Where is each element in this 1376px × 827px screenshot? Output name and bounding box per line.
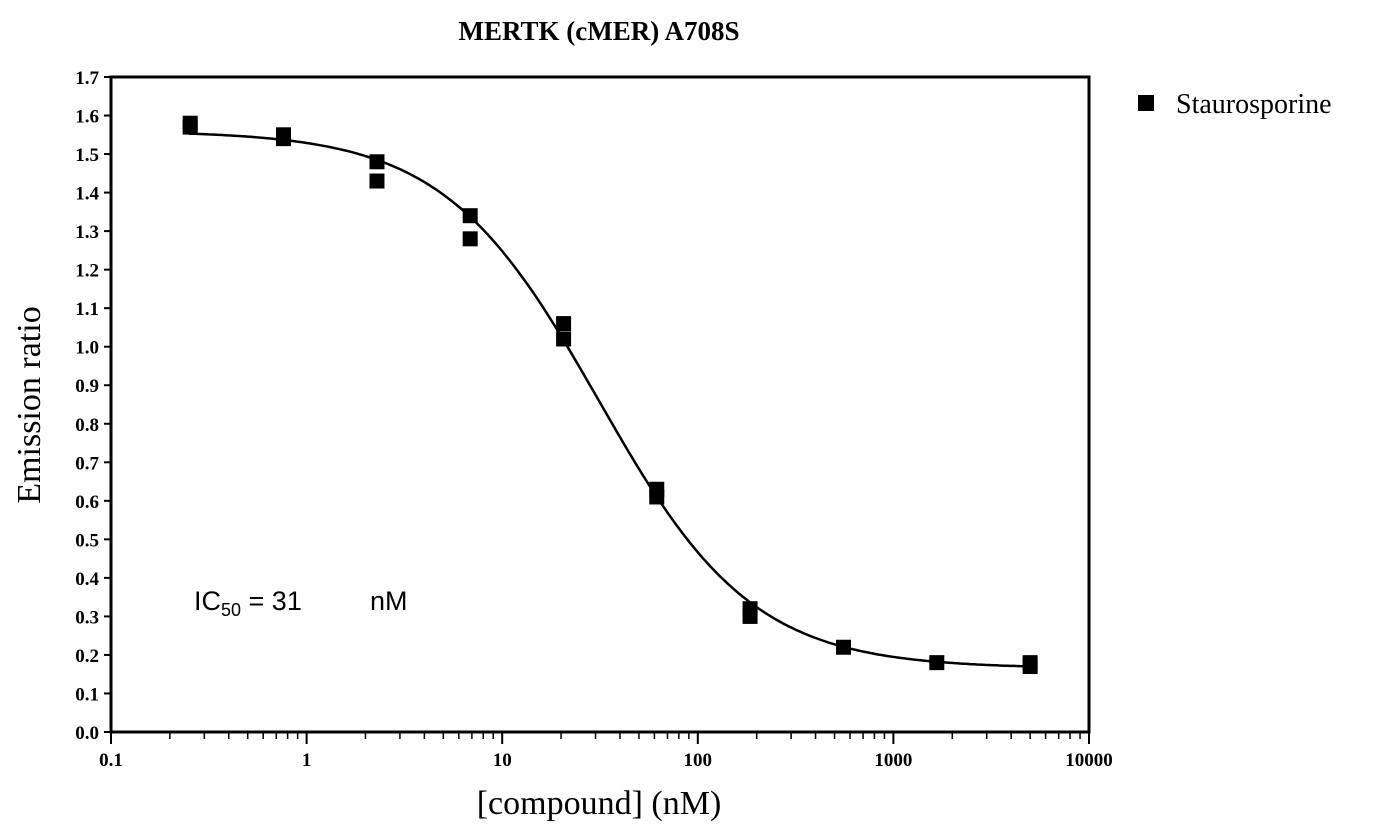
y-tick-label: 0.0 <box>75 723 99 744</box>
ic50-unit: nM <box>370 586 408 616</box>
y-tick-label: 1.7 <box>75 68 99 89</box>
y-tick-label: 0.5 <box>75 530 99 551</box>
data-points <box>182 115 1038 674</box>
y-axis-label: Emission ratio <box>11 306 48 503</box>
data-point <box>556 316 572 332</box>
y-tick-label: 0.6 <box>75 492 99 513</box>
ic50-subscript: 50 <box>221 600 241 620</box>
x-tick-label: 10000 <box>1065 750 1113 771</box>
y-tick-label: 1.3 <box>75 222 99 243</box>
plot-area-frame <box>109 75 1091 734</box>
legend-marker <box>1138 95 1154 111</box>
y-tick-label: 1.2 <box>75 261 99 282</box>
y-tick-label: 1.1 <box>75 299 99 320</box>
data-point <box>462 208 478 224</box>
y-tick-label: 0.2 <box>75 646 99 667</box>
y-axis: 0.0 0.1 0.2 0.3 0.4 0.5 0.6 0.7 0.8 0.9 1.0 1.1 1.2 1… <box>75 68 111 744</box>
data-point <box>462 231 478 247</box>
y-tick-label: 0.9 <box>75 376 99 397</box>
legend: Staurosporine <box>1138 89 1332 120</box>
data-point <box>742 608 758 624</box>
fit-curve <box>188 132 1031 668</box>
data-point <box>649 489 665 505</box>
y-tick-label: 0.7 <box>75 453 99 474</box>
ic50-value: = 31 <box>241 586 302 616</box>
data-point <box>369 154 385 170</box>
data-point <box>369 173 385 189</box>
legend-label: Staurosporine <box>1176 89 1332 120</box>
data-point <box>276 131 292 147</box>
x-tick-label: 1000 <box>874 750 912 771</box>
y-tick-label: 0.8 <box>75 415 99 436</box>
chart-title: MERTK (cMER) A708S <box>458 16 739 46</box>
y-tick-label: 0.4 <box>75 569 99 590</box>
x-tick-label: 100 <box>684 750 713 771</box>
data-point <box>556 331 572 347</box>
data-point <box>1022 659 1038 674</box>
data-point <box>836 639 852 655</box>
svg-text:IC50 = 31: IC50 = 31 <box>194 586 302 620</box>
y-tick-label: 0.1 <box>75 684 99 705</box>
y-tick-label: 1.6 <box>75 107 99 128</box>
data-point <box>929 655 945 671</box>
ic50-prefix: IC <box>194 586 221 616</box>
x-axis: 0.1 1 10 100 1000 10000 <box>99 732 1113 771</box>
data-point <box>182 119 198 135</box>
x-axis-label: [compound] (nM) <box>477 785 722 822</box>
y-tick-label: 1.5 <box>75 145 99 166</box>
ic50-annotation: IC50 = 31 nM <box>194 586 408 620</box>
x-tick-label: 10 <box>493 750 512 771</box>
x-tick-label: 0.1 <box>99 750 123 771</box>
y-tick-label: 1.0 <box>75 338 99 359</box>
x-tick-label: 1 <box>302 750 312 771</box>
y-tick-label: 0.3 <box>75 607 99 628</box>
y-tick-label: 1.4 <box>75 184 99 205</box>
